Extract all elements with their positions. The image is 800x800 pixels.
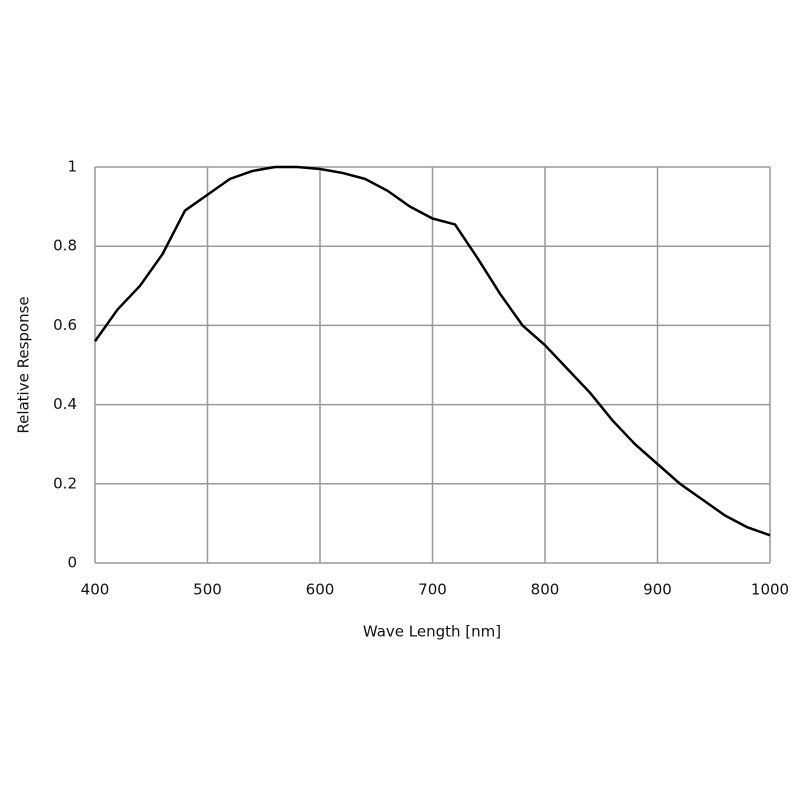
- y-axis-label: Relative Response: [15, 296, 33, 433]
- x-tick-label: 1000: [751, 581, 789, 599]
- x-tick-label: 400: [81, 581, 110, 599]
- x-tick-label: 500: [193, 581, 222, 599]
- x-tick-label: 600: [306, 581, 335, 599]
- y-tick-label: 0.6: [53, 316, 77, 334]
- x-tick-label: 900: [643, 581, 672, 599]
- y-tick-label: 0: [67, 554, 77, 572]
- y-tick-label: 1: [67, 158, 77, 176]
- y-tick-label: 0.2: [53, 474, 77, 492]
- y-tick-label: 0.8: [53, 237, 77, 255]
- x-tick-label: 800: [531, 581, 560, 599]
- data-line: [93, 165, 771, 537]
- x-axis-label: Wave Length [nm]: [363, 623, 501, 641]
- y-tick-label: 0.4: [53, 395, 77, 413]
- x-tick-label: 700: [418, 581, 447, 599]
